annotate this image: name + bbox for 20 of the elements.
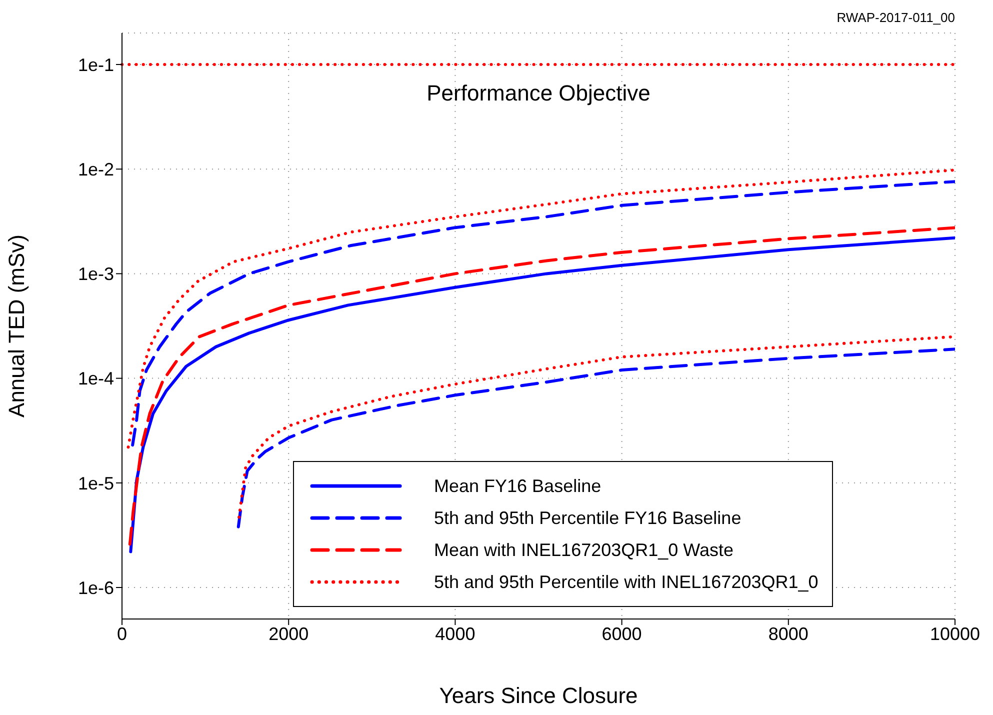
y-axis-title: Annual TED (mSv) (4, 234, 29, 418)
y-tick-label: 1e-4 (78, 368, 114, 389)
y-tick-label: 1e-2 (78, 159, 114, 180)
y-tick-label: 1e-6 (78, 578, 114, 598)
legend-label: Mean FY16 Baseline (434, 476, 602, 496)
text: RWAP-2017-011_00 (836, 10, 955, 25)
y-tick-label: 1e-1 (78, 54, 114, 75)
legend-label: 5th and 95th Percentile with INEL167203QR1_0 (434, 572, 818, 592)
x-tick-label: 10000 (930, 624, 980, 644)
x-tick-label: 2000 (268, 624, 309, 644)
x-tick-label: 8000 (768, 624, 808, 644)
y-tick-label: 1e-3 (78, 264, 114, 284)
ref-line-label: Performance Objective (426, 80, 650, 106)
x-tick-label: 0 (116, 624, 128, 644)
x-axis-title: Years Since Closure (439, 683, 638, 708)
y-tick-label: 1e-5 (78, 473, 114, 494)
x-tick-label: 4000 (435, 624, 476, 644)
legend-label: 5th and 95th Percentile FY16 Baseline (434, 508, 742, 528)
legend-label: Mean with INEL167203QR1_0 Waste (434, 540, 734, 560)
x-tick-label: 6000 (602, 624, 642, 644)
